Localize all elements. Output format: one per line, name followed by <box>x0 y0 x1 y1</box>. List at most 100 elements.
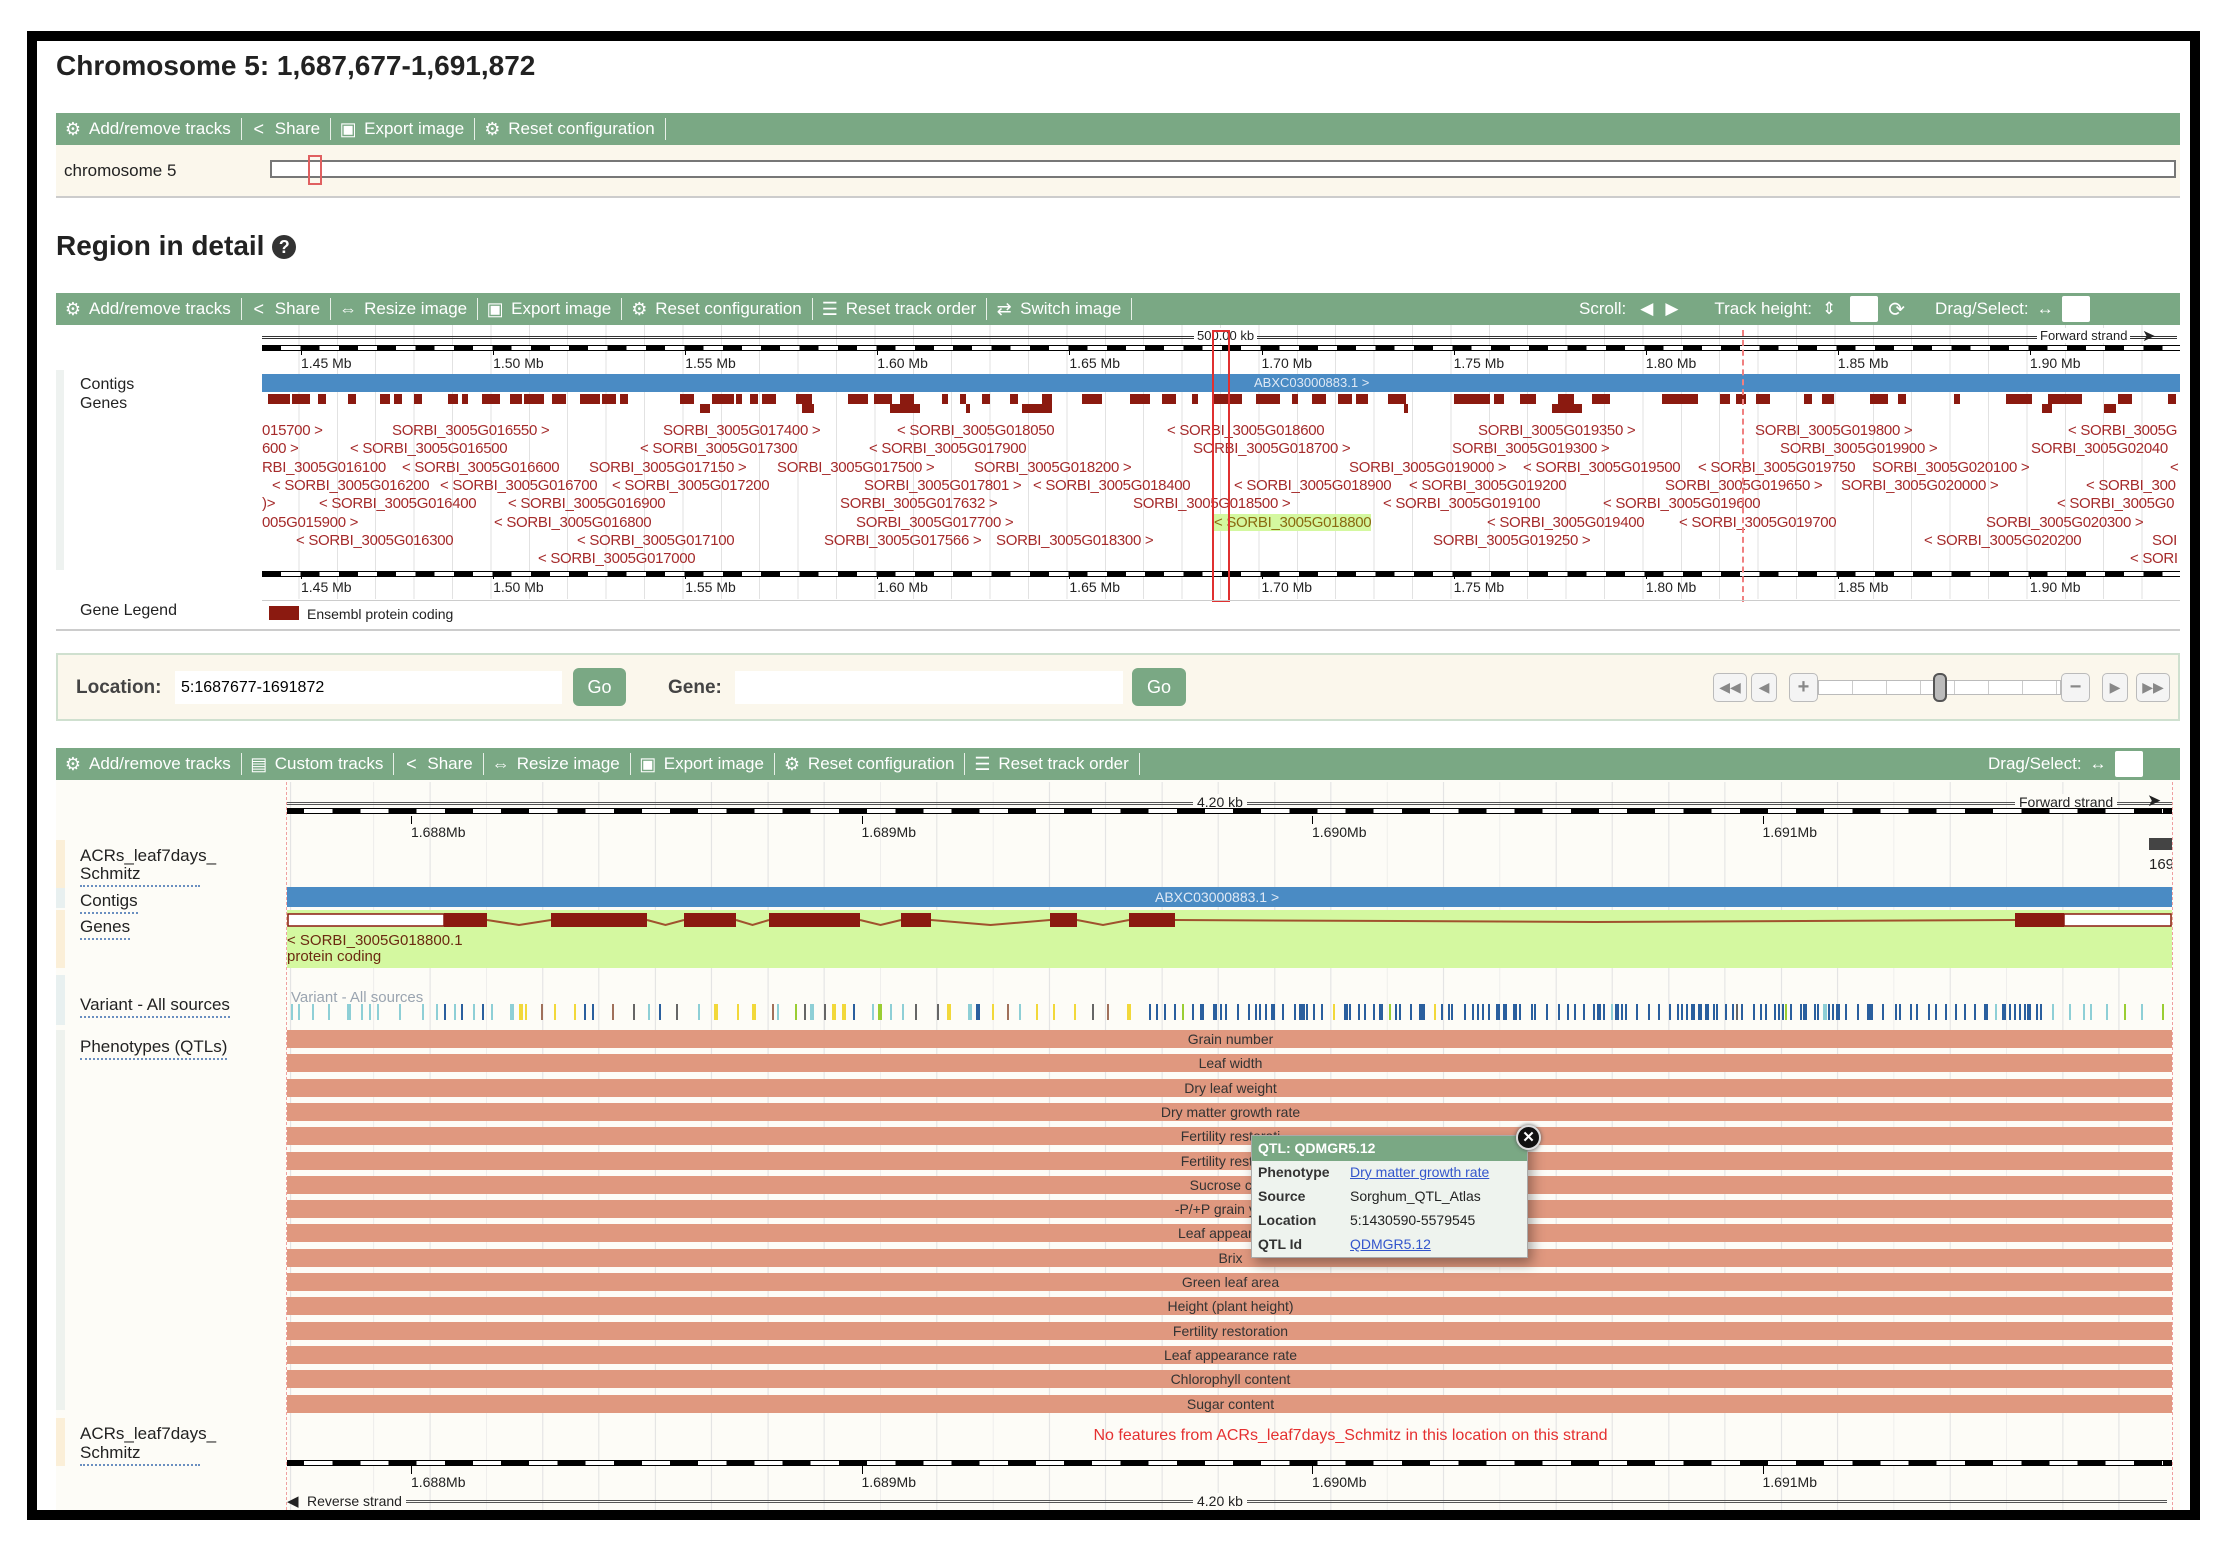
variant-marker[interactable] <box>1871 1004 1874 1020</box>
gene-highlight[interactable]: < SORBI_3005G018800.1 protein coding <box>287 910 2173 968</box>
gene-block[interactable] <box>848 394 868 404</box>
variant-marker[interactable] <box>1534 1004 1537 1020</box>
gene-input[interactable] <box>735 671 1123 704</box>
variant-marker[interactable] <box>1844 1004 1847 1020</box>
variant-marker[interactable] <box>698 1004 701 1020</box>
popup-link[interactable]: Dry matter growth rate <box>1350 1164 1490 1180</box>
variant-marker[interactable] <box>591 1004 594 1020</box>
track-handle[interactable] <box>56 1030 65 1410</box>
variant-marker[interactable] <box>1332 1004 1335 1020</box>
variant-marker[interactable] <box>1433 1004 1436 1020</box>
gene-block[interactable] <box>1256 394 1280 404</box>
qtl-feature[interactable]: Green leaf area <box>287 1273 2172 1291</box>
variant-marker[interactable] <box>1156 1004 1159 1020</box>
variant-marker[interactable] <box>1648 1004 1651 1020</box>
gene-label-highlighted[interactable]: < SORBI_3005G018800 <box>1214 513 1372 531</box>
gene-block[interactable] <box>552 394 566 404</box>
variant-marker[interactable] <box>2083 1004 2086 1020</box>
variant-marker[interactable] <box>291 1004 293 1020</box>
variant-marker[interactable] <box>2089 1004 2092 1020</box>
export-image-button[interactable]: ▣ Export image <box>631 753 775 775</box>
variant-marker[interactable] <box>1477 1004 1480 1020</box>
variant-marker[interactable] <box>1074 1004 1077 1020</box>
gene-block[interactable] <box>1388 394 1406 404</box>
gene-block[interactable] <box>1010 394 1018 404</box>
variant-marker[interactable] <box>2027 1004 2032 1020</box>
variant-marker[interactable] <box>1803 1004 1808 1020</box>
variant-marker[interactable] <box>1348 1004 1351 1020</box>
variant-marker[interactable] <box>1372 1004 1375 1020</box>
variant-marker[interactable] <box>1732 1004 1734 1020</box>
variant-marker[interactable] <box>1303 1004 1306 1020</box>
variant-marker[interactable] <box>1974 1004 1977 1020</box>
variant-marker[interactable] <box>2106 1004 2109 1020</box>
variant-marker[interactable] <box>2141 1004 2144 1020</box>
variant-marker[interactable] <box>1191 1004 1194 1020</box>
gene-label[interactable]: SORBI_3005G017500 > <box>777 458 935 476</box>
acr-feature[interactable] <box>2149 838 2172 850</box>
gene-block[interactable] <box>1356 394 1368 404</box>
variant-marker[interactable] <box>1690 1004 1695 1020</box>
qtl-feature[interactable]: Chlorophyll content <box>287 1370 2172 1389</box>
variant-marker[interactable] <box>1773 1004 1776 1020</box>
gene-label[interactable]: < SORBI_3005G016500 <box>350 440 508 458</box>
gene-block[interactable] <box>750 394 758 404</box>
variant-marker[interactable] <box>1545 1004 1548 1020</box>
add-remove-tracks-button[interactable]: ⚙ Add/remove tracks <box>56 118 242 140</box>
gene-block[interactable] <box>982 394 990 404</box>
variant-marker[interactable] <box>1472 1004 1475 1020</box>
track-label-variants[interactable]: Variant - All sources <box>80 995 230 1018</box>
variant-marker[interactable] <box>1388 1004 1391 1020</box>
variant-marker[interactable] <box>902 1004 905 1020</box>
qtl-feature[interactable]: Fertility restorati <box>287 1127 2172 1146</box>
variant-marker[interactable] <box>491 1004 494 1020</box>
track-handle[interactable] <box>56 840 65 888</box>
gene-block[interactable] <box>802 404 814 413</box>
switch-image-button[interactable]: ⇄ Switch image <box>987 298 1133 320</box>
variant-marker[interactable] <box>1236 1004 1239 1020</box>
gene-label[interactable]: < SORBI_3005G016600 <box>402 458 560 476</box>
variant-marker[interactable] <box>554 1004 557 1020</box>
help-icon[interactable]: ? <box>272 235 297 259</box>
variant-marker[interactable] <box>1512 1004 1517 1020</box>
variant-marker[interactable] <box>360 1004 363 1020</box>
variant-marker[interactable] <box>1293 1004 1296 1020</box>
gene-block[interactable] <box>380 394 390 404</box>
gene-block[interactable] <box>966 404 970 413</box>
gene-block[interactable] <box>318 394 326 404</box>
gene-label[interactable]: SORBI_3005G019000 > <box>1349 458 1507 476</box>
variant-marker[interactable] <box>1636 1004 1639 1020</box>
gene-label[interactable]: < SORBI_3005G017200 <box>612 476 770 494</box>
variant-marker[interactable] <box>1019 1004 1022 1020</box>
gene-block[interactable] <box>2006 394 2032 404</box>
qtl-feature[interactable]: Fertility restorati <box>287 1151 2172 1170</box>
variant-marker[interactable] <box>658 1004 661 1020</box>
variant-marker[interactable] <box>1610 1004 1613 1020</box>
gene-label[interactable]: < SORBI_3005G019400 <box>1487 513 1645 531</box>
zoom-slider-handle[interactable] <box>1932 673 1947 702</box>
variant-marker[interactable] <box>803 1004 806 1020</box>
variant-marker[interactable] <box>877 1004 882 1020</box>
variant-marker[interactable] <box>436 1004 439 1020</box>
reset-configuration-button[interactable]: ⚙ Reset configuration <box>475 118 666 140</box>
gene-label[interactable]: SORBI_3005G018200 > <box>974 458 1132 476</box>
variant-marker[interactable] <box>1378 1004 1383 1020</box>
variant-marker[interactable] <box>1036 1004 1039 1020</box>
selected-region-box[interactable] <box>1212 330 1230 602</box>
gene-label[interactable]: < <box>2170 458 2179 476</box>
gene-label[interactable]: SORBI_3005G017400 > <box>663 422 821 439</box>
track-label-genes[interactable]: Genes <box>80 917 131 940</box>
gene-label[interactable]: < SORBI_300 <box>2086 476 2176 494</box>
variant-marker[interactable] <box>824 1004 827 1020</box>
variant-marker[interactable] <box>1910 1004 1913 1020</box>
qtl-feature[interactable]: Leaf width <box>287 1054 2172 1073</box>
gene-label[interactable]: SOI <box>2152 531 2177 549</box>
gene-block[interactable] <box>1662 394 1698 404</box>
variant-marker[interactable] <box>376 1004 379 1020</box>
variant-marker[interactable] <box>1765 1004 1768 1020</box>
resize-image-button[interactable]: ⇔ Resize image <box>484 753 631 775</box>
variant-marker[interactable] <box>1482 1004 1485 1020</box>
gene-block[interactable] <box>524 394 544 404</box>
transcript-model[interactable] <box>287 910 2173 930</box>
scroll-left-icon[interactable]: ◀ <box>1640 299 1654 318</box>
